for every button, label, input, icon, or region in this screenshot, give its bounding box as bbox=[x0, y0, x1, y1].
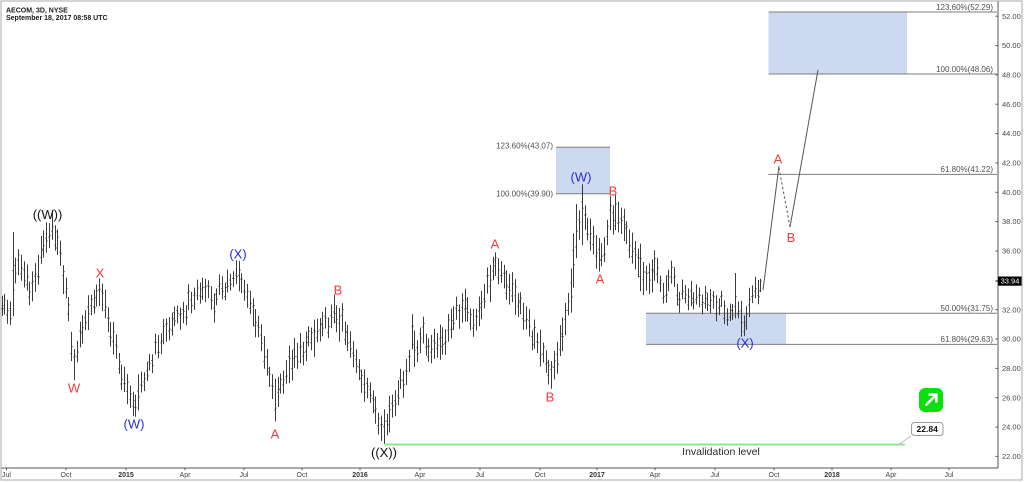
svg-text:123.60%(43.07): 123.60%(43.07) bbox=[496, 142, 553, 151]
svg-text:100.00%(39.90): 100.00%(39.90) bbox=[496, 189, 553, 198]
svg-text:Apr: Apr bbox=[415, 472, 427, 479]
svg-text:W: W bbox=[68, 381, 81, 396]
svg-text:Invalidation level: Invalidation level bbox=[682, 446, 760, 458]
svg-text:24.00: 24.00 bbox=[1002, 423, 1021, 432]
svg-text:Jul: Jul bbox=[711, 472, 720, 479]
svg-text:42.00: 42.00 bbox=[1002, 159, 1021, 168]
svg-text:(X): (X) bbox=[229, 247, 246, 262]
svg-text:40.00: 40.00 bbox=[1002, 188, 1021, 197]
svg-text:B: B bbox=[609, 184, 618, 199]
svg-text:52.00: 52.00 bbox=[1002, 12, 1021, 21]
svg-text:22.00: 22.00 bbox=[1002, 452, 1021, 461]
svg-text:Oct: Oct bbox=[535, 472, 546, 479]
svg-text:Jul: Jul bbox=[945, 472, 954, 479]
svg-text:A: A bbox=[774, 152, 783, 167]
svg-text:Jul: Jul bbox=[240, 472, 249, 479]
svg-text:Apr: Apr bbox=[650, 472, 662, 479]
svg-text:Oct: Oct bbox=[297, 472, 308, 479]
svg-text:61.80%(29.63): 61.80%(29.63) bbox=[941, 335, 994, 344]
svg-text:48.00: 48.00 bbox=[1002, 71, 1021, 80]
svg-text:123.60%(52.29): 123.60%(52.29) bbox=[936, 3, 993, 12]
svg-text:(X): (X) bbox=[736, 336, 753, 351]
svg-text:38.00: 38.00 bbox=[1002, 217, 1021, 226]
svg-text:50.00%(31.75): 50.00%(31.75) bbox=[941, 304, 994, 313]
svg-text:Oct: Oct bbox=[61, 472, 72, 479]
svg-text:(W): (W) bbox=[571, 170, 592, 185]
svg-text:61.80%(41.22): 61.80%(41.22) bbox=[941, 165, 994, 174]
svg-text:2016: 2016 bbox=[352, 472, 368, 479]
svg-text:A: A bbox=[491, 237, 500, 252]
svg-text:AECOM, 3D, NYSE: AECOM, 3D, NYSE bbox=[6, 8, 68, 15]
svg-text:32.00: 32.00 bbox=[1002, 305, 1021, 314]
svg-text:((X)): ((X)) bbox=[371, 445, 397, 460]
svg-text:Apr: Apr bbox=[180, 472, 192, 479]
svg-text:33.94: 33.94 bbox=[1001, 277, 1020, 286]
svg-text:Jul: Jul bbox=[2, 472, 11, 479]
svg-text:28.00: 28.00 bbox=[1002, 364, 1021, 373]
svg-text:Oct: Oct bbox=[769, 472, 780, 479]
svg-text:Apr: Apr bbox=[886, 472, 898, 479]
svg-text:46.00: 46.00 bbox=[1002, 100, 1021, 109]
svg-text:36.00: 36.00 bbox=[1002, 247, 1021, 256]
svg-text:50.00: 50.00 bbox=[1002, 41, 1021, 50]
svg-text:100.00%(48.06): 100.00%(48.06) bbox=[936, 65, 993, 74]
svg-text:2018: 2018 bbox=[824, 472, 840, 479]
svg-text:2015: 2015 bbox=[118, 472, 134, 479]
svg-text:44.00: 44.00 bbox=[1002, 129, 1021, 138]
svg-text:B: B bbox=[787, 230, 796, 245]
svg-text:(W): (W) bbox=[124, 417, 145, 432]
svg-text:A: A bbox=[596, 272, 605, 287]
svg-text:Jul: Jul bbox=[476, 472, 485, 479]
svg-text:26.00: 26.00 bbox=[1002, 393, 1021, 402]
svg-text:X: X bbox=[96, 266, 105, 281]
svg-text:B: B bbox=[334, 283, 343, 298]
svg-text:September 18, 2017 08:58 UTC: September 18, 2017 08:58 UTC bbox=[6, 15, 108, 22]
svg-text:30.00: 30.00 bbox=[1002, 335, 1021, 344]
svg-text:2017: 2017 bbox=[589, 472, 605, 479]
svg-text:22.84: 22.84 bbox=[917, 424, 939, 434]
svg-text:A: A bbox=[271, 427, 280, 442]
svg-text:((W)): ((W)) bbox=[33, 207, 63, 222]
svg-text:B: B bbox=[546, 390, 555, 405]
